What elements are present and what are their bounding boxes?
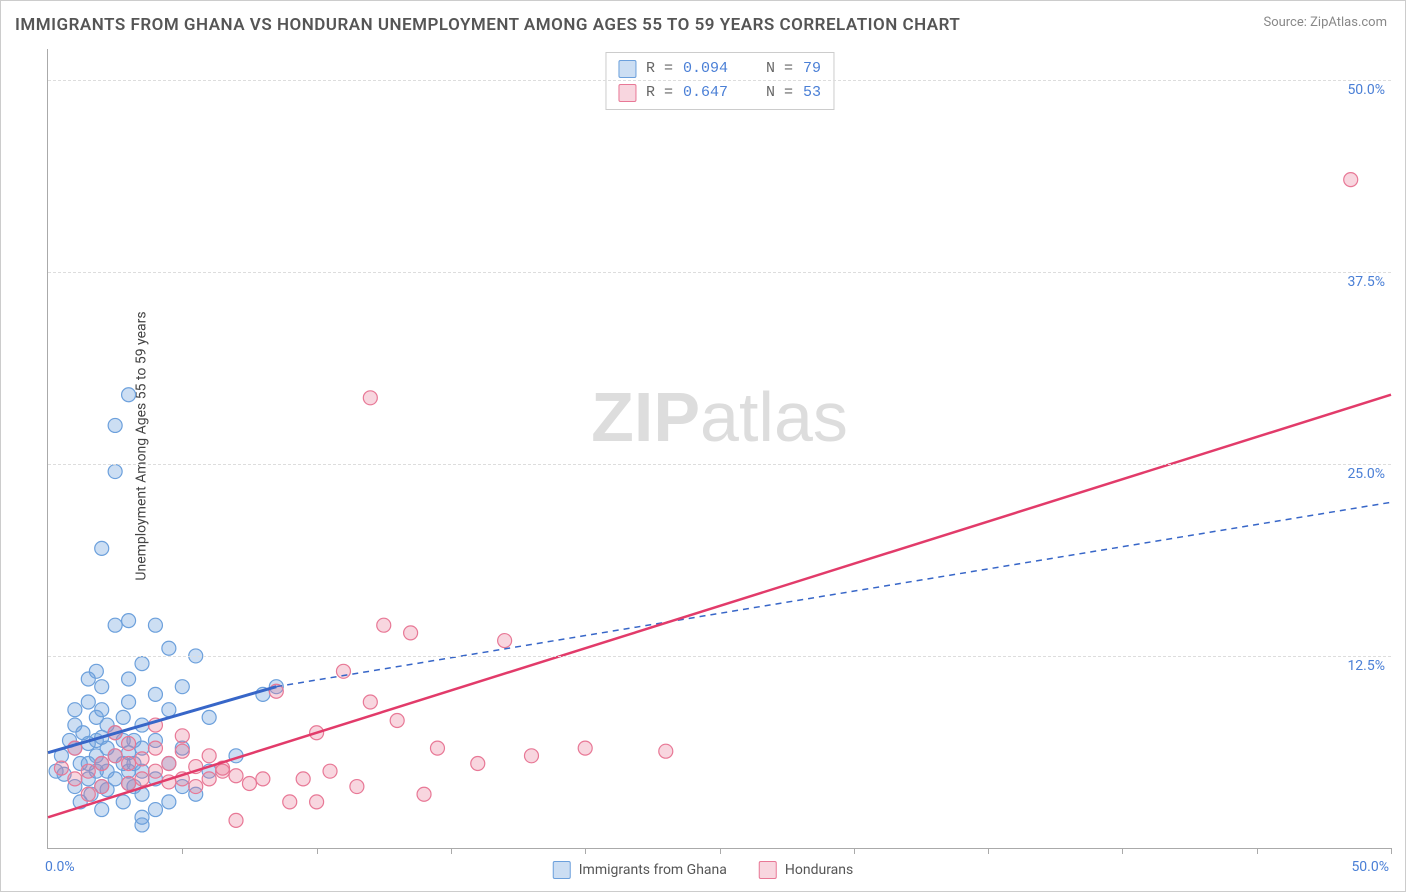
- source-attribution: Source: ZipAtlas.com: [1263, 15, 1387, 30]
- chart-container: IMMIGRANTS FROM GHANA VS HONDURAN UNEMPL…: [0, 0, 1406, 892]
- n-value-honduran: 53: [803, 81, 821, 105]
- legend-item-honduran: Hondurans: [759, 861, 853, 879]
- x-tick: [585, 848, 586, 854]
- plot-svg: [48, 49, 1391, 848]
- stats-row-ghana: R = 0.094 N = 79: [618, 57, 821, 81]
- gridline: [48, 80, 1391, 81]
- r-value-ghana: 0.094: [683, 57, 728, 81]
- chart-title: IMMIGRANTS FROM GHANA VS HONDURAN UNEMPL…: [15, 15, 960, 35]
- x-axis-zero-label: 0.0%: [45, 859, 75, 875]
- x-tick: [182, 848, 183, 854]
- n-value-ghana: 79: [803, 57, 821, 81]
- bottom-legend: Immigrants from Ghana Hondurans: [553, 861, 854, 879]
- y-tick-label: 37.5%: [1347, 274, 1385, 290]
- gridline: [48, 656, 1391, 657]
- n-label: N =: [766, 81, 793, 105]
- x-tick: [988, 848, 989, 854]
- legend-label-honduran: Hondurans: [785, 862, 853, 878]
- correlation-stats-box: R = 0.094 N = 79 R = 0.647 N = 53: [605, 52, 834, 110]
- x-tick: [854, 848, 855, 854]
- r-value-honduran: 0.647: [683, 81, 728, 105]
- y-tick-label: 50.0%: [1347, 82, 1385, 98]
- x-tick: [1122, 848, 1123, 854]
- y-tick-label: 12.5%: [1347, 658, 1385, 674]
- x-tick: [720, 848, 721, 854]
- gridline: [48, 464, 1391, 465]
- x-tick: [317, 848, 318, 854]
- x-tick: [451, 848, 452, 854]
- y-tick-label: 25.0%: [1347, 466, 1385, 482]
- swatch-honduran-icon: [618, 84, 636, 102]
- x-axis-max-label: 50.0%: [1351, 859, 1389, 875]
- swatch-ghana-icon: [618, 60, 636, 78]
- r-label: R =: [646, 57, 673, 81]
- legend-item-ghana: Immigrants from Ghana: [553, 861, 727, 879]
- stats-row-honduran: R = 0.647 N = 53: [618, 81, 821, 105]
- x-tick: [1391, 848, 1392, 854]
- n-label: N =: [766, 57, 793, 81]
- r-label: R =: [646, 81, 673, 105]
- legend-swatch-ghana-icon: [553, 861, 571, 879]
- legend-label-ghana: Immigrants from Ghana: [579, 862, 727, 878]
- plot-area: ZIPatlas R = 0.094 N = 79 R = 0.647 N = …: [47, 49, 1391, 849]
- x-tick: [1257, 848, 1258, 854]
- gridline: [48, 272, 1391, 273]
- legend-swatch-honduran-icon: [759, 861, 777, 879]
